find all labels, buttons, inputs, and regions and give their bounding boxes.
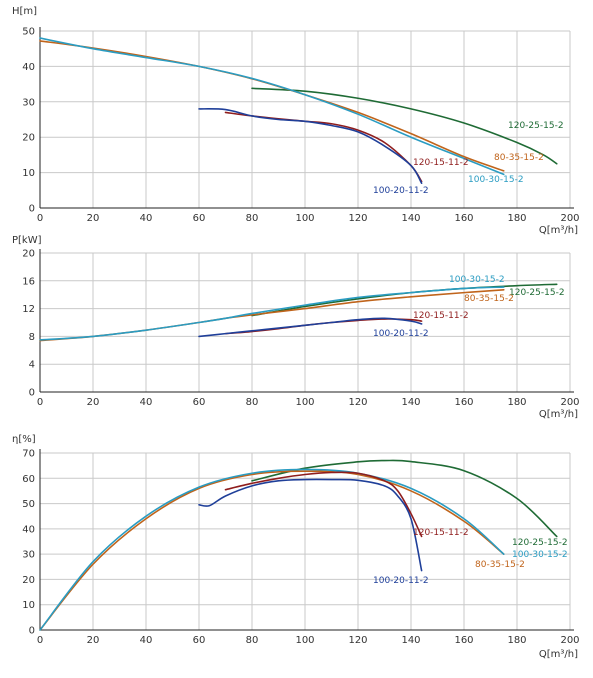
x-axis-label: Q[m³/h] [539,409,578,420]
series-line-80-35-15-2 [39,40,505,172]
y-tick-label: 30 [22,550,35,561]
series-line-120-15-11-2 [224,471,423,538]
x-tick-label: 180 [507,213,526,224]
series-label: 80-35-15-2 [475,560,525,570]
x-tick-label: 40 [140,397,153,408]
x-tick-label: 200 [560,635,579,646]
series-line-120-25-15-2 [251,87,558,165]
x-tick-label: 20 [87,397,100,408]
series-label: 80-35-15-2 [464,294,514,304]
y-axis-label: H[m] [12,6,37,17]
x-tick-label: 100 [295,635,314,646]
x-tick-label: 160 [454,213,473,224]
series-line-80-35-15-2 [39,470,505,631]
y-tick-label: 4 [29,360,35,371]
x-tick-label: 80 [246,213,259,224]
series-label: 120-25-15-2 [512,538,568,548]
series-line-120-15-11-2 [224,111,423,183]
y-tick-label: 0 [29,626,35,637]
x-tick-label: 40 [140,213,153,224]
x-tick-label: 20 [87,213,100,224]
x-tick-label: 140 [401,213,420,224]
series-label: 80-35-15-2 [494,153,544,163]
series-label: 120-25-15-2 [509,288,565,298]
y-tick-label: 8 [29,332,35,343]
series-line-120-25-15-2 [251,459,558,538]
y-axis-label: η[%] [12,434,36,445]
series-line-100-20-11-2 [198,108,423,185]
y-tick-label: 50 [22,499,35,510]
series-line-100-30-15-2 [39,286,505,341]
x-tick-label: 120 [348,397,367,408]
y-tick-label: 0 [29,204,35,215]
y-tick-label: 40 [22,62,35,73]
x-tick-label: 60 [193,213,206,224]
x-tick-label: 140 [401,397,420,408]
y-tick-label: 30 [22,97,35,108]
x-tick-label: 160 [454,397,473,408]
y-tick-label: 10 [22,168,35,179]
x-tick-label: 160 [454,635,473,646]
series-label: 100-30-15-2 [512,550,568,560]
y-tick-label: 12 [22,304,35,315]
x-tick-label: 180 [507,397,526,408]
y-tick-label: 40 [22,524,35,535]
x-axis-label: Q[m³/h] [539,225,578,236]
chart-panel-3: 0 20 40 60 80 100 120 140 160 180 200 0 10 20 30 40 50 60… [12,434,580,660]
y-tick-label: 20 [22,575,35,586]
chart-panel-1: 0 20 40 60 80 100 120 140 160 180 200 0 10 20 30 40 50 H[… [12,6,580,236]
x-tick-label: 60 [193,397,206,408]
series-line-100-20-11-2 [198,478,423,572]
x-tick-label: 0 [37,397,43,408]
x-tick-label: 0 [37,213,43,224]
x-tick-label: 0 [37,635,43,646]
x-tick-label: 100 [295,213,314,224]
y-tick-label: 16 [22,276,35,287]
y-tick-label: 50 [22,27,35,38]
x-axis-label: Q[m³/h] [539,649,578,660]
series-line-100-20-11-2 [198,317,423,338]
y-tick-label: 20 [22,249,35,260]
x-tick-label: 60 [193,635,206,646]
series-label: 100-20-11-2 [373,186,429,196]
series-label: 120-15-11-2 [413,528,469,538]
series-line-100-30-15-2 [39,468,505,631]
y-tick-label: 70 [22,449,35,460]
series-line-100-30-15-2 [39,37,505,176]
series-label: 100-20-11-2 [373,329,429,339]
series-label: 100-30-15-2 [468,175,524,185]
y-tick-label: 20 [22,133,35,144]
x-tick-label: 140 [401,635,420,646]
series-label: 120-15-11-2 [413,311,469,321]
x-tick-label: 40 [140,635,153,646]
x-tick-label: 80 [246,397,259,408]
x-tick-label: 100 [295,397,314,408]
x-tick-label: 180 [507,635,526,646]
series-label: 120-25-15-2 [508,121,564,131]
y-axis-label: P[kW] [12,235,42,246]
series-label: 120-15-11-2 [413,158,469,168]
x-tick-label: 200 [560,213,579,224]
y-tick-label: 0 [29,388,35,399]
x-tick-label: 20 [87,635,100,646]
x-tick-label: 120 [348,213,367,224]
x-tick-label: 200 [560,397,579,408]
x-tick-label: 120 [348,635,367,646]
y-tick-label: 60 [22,474,35,485]
x-tick-label: 80 [246,635,259,646]
series-label: 100-30-15-2 [449,275,505,285]
chart-panel-2: 0 20 40 60 80 100 120 140 160 180 200 0 4 8 12 16 20 P[kW… [12,235,580,420]
series-label: 100-20-11-2 [373,576,429,586]
y-tick-label: 10 [22,600,35,611]
